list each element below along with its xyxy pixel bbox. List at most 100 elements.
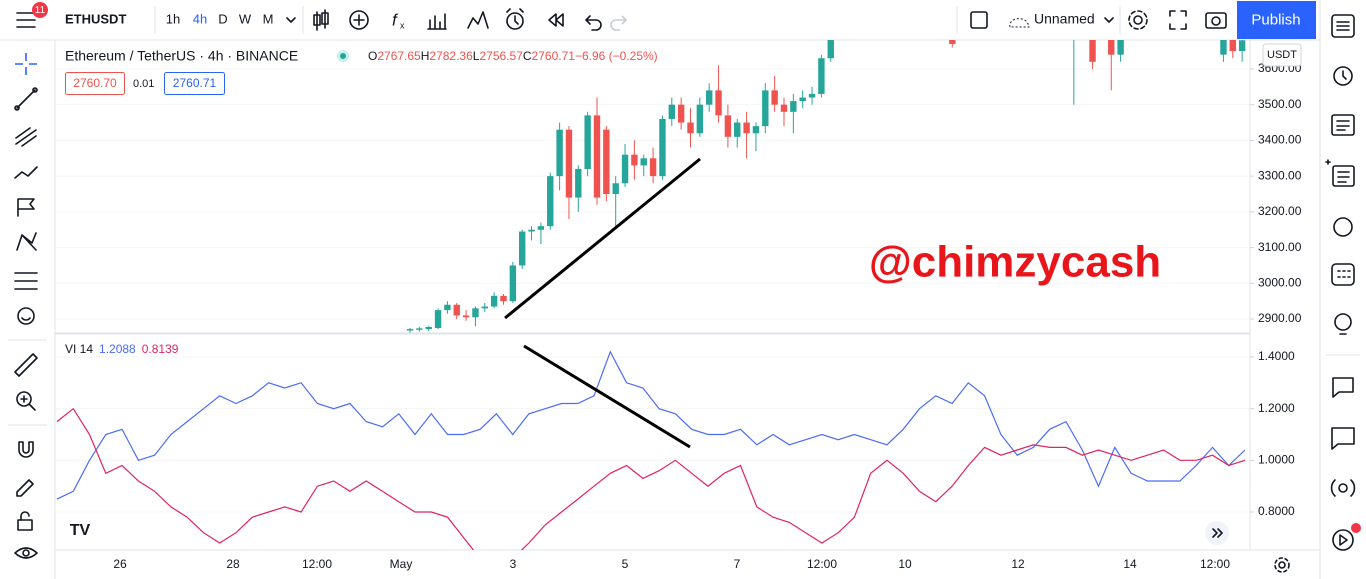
visibility-tool[interactable] (14, 547, 38, 559)
x-tick-label: 28 (226, 557, 240, 571)
layout-dropdown[interactable] (1104, 17, 1114, 23)
indicators-button[interactable]: f (392, 10, 399, 29)
fullscreen-button[interactable] (1169, 10, 1187, 30)
zoom-tool[interactable] (16, 391, 36, 411)
candle-body (827, 40, 834, 59)
candle-body (1238, 40, 1246, 52)
candle-body (799, 97, 806, 102)
x-tick-label: 10 (898, 557, 912, 571)
drawn-trendline (504, 157, 701, 320)
interval-dropdown[interactable] (286, 17, 296, 23)
candle-body (631, 154, 638, 166)
streams-button[interactable] (1330, 479, 1356, 497)
scroll-icon[interactable] (1212, 528, 1223, 538)
symbol[interactable]: ETHUSDT (65, 11, 126, 26)
layout-button[interactable] (970, 11, 988, 29)
calendar-button[interactable] (1333, 217, 1353, 237)
ohlc-value: 2760.71 (532, 49, 576, 63)
candle-body (949, 40, 956, 44)
candle-body (547, 176, 554, 227)
compare-button[interactable] (349, 10, 369, 30)
replay-button[interactable] (548, 13, 564, 27)
live-button[interactable] (1332, 529, 1354, 551)
ohlc-values: O2767.65H2782.36L2756.57C2760.71−6.96 (−… (368, 49, 658, 63)
menu-button[interactable] (16, 12, 36, 28)
news-button[interactable] (1331, 114, 1355, 136)
buy-box[interactable] (164, 72, 225, 95)
icons-tool[interactable] (17, 307, 35, 325)
help-button[interactable] (1334, 313, 1352, 335)
templates-button[interactable] (427, 13, 447, 30)
annotation-tool[interactable] (17, 198, 35, 217)
candle-body (771, 90, 778, 105)
redo-button[interactable] (610, 15, 628, 31)
hotlist-button[interactable] (1325, 159, 1355, 187)
x-tick-label: 12:00 (302, 557, 332, 571)
magnet-tool[interactable] (18, 441, 34, 458)
sell-box[interactable] (65, 72, 125, 95)
gann-tool[interactable] (15, 127, 37, 147)
buy-price[interactable]: 2760.71 (173, 76, 217, 90)
axes: 2900.00 3000.00 3100.00 3200.00 3300.00 3400.… (113, 61, 1301, 571)
candle-body (565, 129, 573, 198)
candle-body (406, 329, 414, 331)
lock-drawing-tool[interactable] (16, 479, 34, 497)
fib-tool[interactable] (14, 272, 38, 290)
candle-body (603, 129, 610, 195)
candle-body (808, 93, 816, 98)
alerts-button[interactable] (1333, 66, 1353, 86)
ideas-button[interactable] (1331, 263, 1355, 286)
candle-body (715, 90, 722, 116)
measure-tool[interactable] (14, 353, 38, 377)
interval[interactable]: M (263, 11, 274, 26)
settings-button[interactable] (1128, 10, 1148, 30)
left-toolbar (8, 53, 47, 559)
candle-body (621, 154, 629, 184)
y-tick-label: 1.4000 (1258, 349, 1295, 363)
interval[interactable]: W (239, 11, 252, 26)
live-indicator (1351, 523, 1361, 533)
ohlc-change: −6.96 (−0.25%) (575, 49, 658, 63)
chats-button[interactable] (1332, 377, 1354, 398)
right-toolbar (1325, 14, 1361, 551)
x-tick-label: May (390, 557, 413, 571)
y-tick-label: 3000.00 (1258, 276, 1302, 290)
interval-group: 1h 4h D W M (166, 11, 274, 26)
pattern-tool[interactable] (14, 166, 38, 179)
sell-price[interactable]: 2760.70 (73, 76, 117, 90)
axis-settings[interactable] (1274, 557, 1290, 573)
publish-button[interactable] (1237, 1, 1316, 39)
currency-box (1262, 43, 1302, 67)
interval[interactable]: 4h (193, 11, 207, 26)
market-status-dot (340, 53, 346, 59)
candle-body (462, 315, 470, 318)
indicators-button-sub[interactable]: x (400, 20, 405, 30)
publish-label[interactable]: Publish (1251, 11, 1300, 28)
candle-body (743, 122, 750, 134)
candle-body (472, 308, 479, 318)
trendline-tool[interactable] (14, 87, 38, 111)
candle-body (752, 126, 760, 134)
candle-body (1108, 40, 1115, 55)
interval[interactable]: D (218, 11, 227, 26)
prediction-tool[interactable] (16, 232, 37, 251)
lock-tool[interactable] (17, 511, 33, 531)
candle-body (528, 229, 535, 232)
indicator-pane (55, 350, 1250, 550)
alert-button[interactable] (506, 8, 524, 30)
messages-button[interactable] (1331, 427, 1355, 450)
candle-body (818, 58, 825, 94)
chart-type-button[interactable] (313, 9, 329, 31)
tv-logo[interactable]: TV (70, 522, 91, 539)
replay-signals-button[interactable] (467, 11, 489, 29)
undo-button[interactable] (585, 15, 602, 31)
layout-name[interactable]: Unnamed (1034, 11, 1095, 27)
crosshair-tool[interactable] (15, 53, 37, 75)
candle-body (687, 122, 694, 134)
snapshot-button[interactable] (1205, 12, 1227, 29)
watchlist-button[interactable] (1331, 14, 1355, 38)
candle-body (1229, 40, 1236, 52)
candle-body (1220, 40, 1227, 55)
interval[interactable]: 1h (166, 11, 180, 26)
